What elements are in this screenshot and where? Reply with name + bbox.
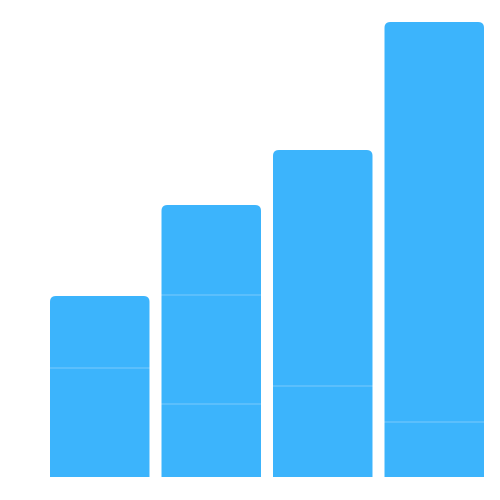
bar-segment — [50, 368, 150, 477]
bar-segment — [384, 22, 484, 422]
bar-segment — [161, 205, 261, 295]
bar-segment — [161, 295, 261, 404]
bar-segment — [384, 422, 484, 477]
bar-segment — [273, 386, 373, 477]
bar-segment — [50, 296, 150, 368]
bar-segment — [161, 404, 261, 477]
bar-segment — [273, 150, 373, 386]
